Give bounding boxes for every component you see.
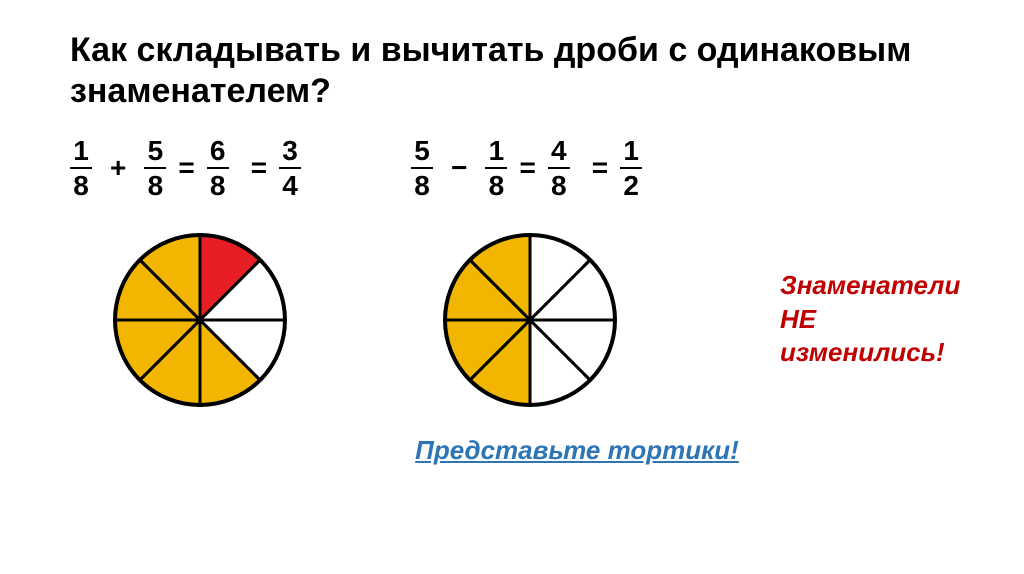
denominators-note: Знаменатели НЕ изменились! xyxy=(780,269,960,370)
equation-addition: 1 8 + 5 8 = 6 8 = 3 4 xyxy=(70,137,301,200)
minus-sign: − xyxy=(445,152,473,184)
fraction-1-8: 1 8 xyxy=(70,137,92,200)
equals-sign: = xyxy=(519,152,535,184)
equals-sign: = xyxy=(592,152,608,184)
imagine-cakes-caption: Представьте тортики! xyxy=(200,435,954,466)
equation-subtraction: 5 8 − 1 8 = 4 8 = 1 2 xyxy=(411,137,642,200)
fraction-3-4: 3 4 xyxy=(279,137,301,200)
page-title: Как складывать и вычитать дроби с одинак… xyxy=(70,30,954,112)
pie-row: Знаменатели НЕ изменились! xyxy=(70,220,954,420)
equations-row: 1 8 + 5 8 = 6 8 = 3 4 5 8 − 1 8 = 4 xyxy=(70,137,954,200)
fraction-6-8: 6 8 xyxy=(207,137,229,200)
fraction-1-2: 1 2 xyxy=(620,137,642,200)
equals-sign: = xyxy=(178,152,194,184)
pie-chart-right xyxy=(430,220,630,420)
fraction-4-8: 4 8 xyxy=(548,137,570,200)
fraction-5-8: 5 8 xyxy=(144,137,166,200)
plus-sign: + xyxy=(104,152,132,184)
equals-sign: = xyxy=(251,152,267,184)
fraction-5-8-b: 5 8 xyxy=(411,137,433,200)
pie-chart-left xyxy=(100,220,300,420)
fraction-1-8-b: 1 8 xyxy=(485,137,507,200)
